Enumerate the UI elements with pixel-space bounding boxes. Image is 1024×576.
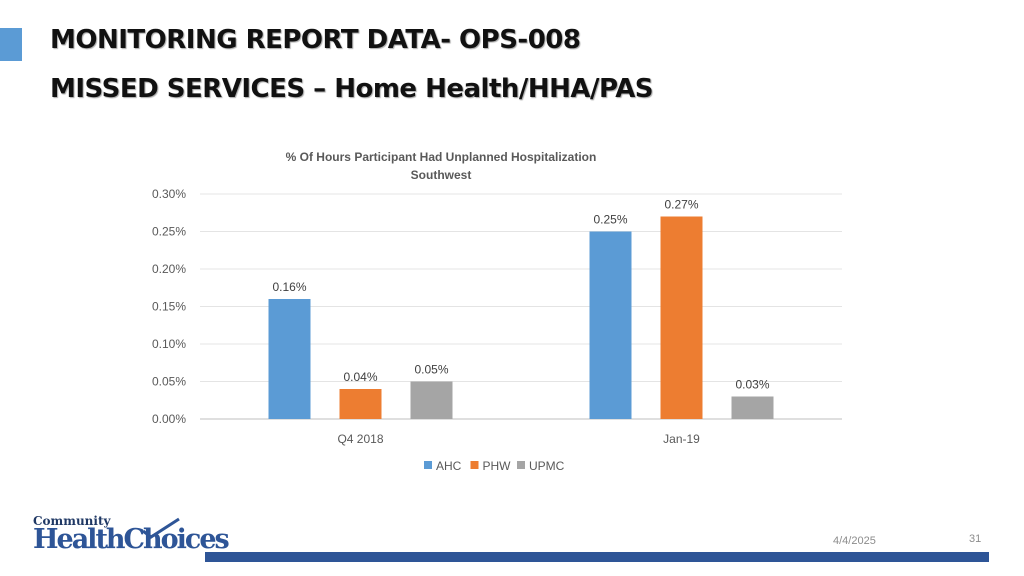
y-tick-label: 0.25%	[152, 225, 186, 239]
logo-text-healthchoices: HealthChoices	[33, 524, 230, 555]
data-label: 0.05%	[414, 363, 448, 377]
logo-text-community: Community	[33, 514, 111, 528]
legend-label-upmc: UPMC	[529, 459, 565, 473]
bar-phw	[660, 216, 703, 419]
y-axis-ticks: 0.00% 0.05% 0.10% 0.15% 0.20% 0.25% 0.30%	[152, 187, 186, 426]
slide-title-line-2: MISSED SERVICES – Home Health/HHA/PAS	[50, 74, 654, 104]
y-tick-label: 0.10%	[152, 337, 186, 351]
footer-bar	[205, 552, 989, 562]
chart-bars	[268, 216, 774, 419]
y-tick-label: 0.00%	[152, 412, 186, 426]
data-label: 0.04%	[343, 370, 377, 384]
bar-upmc	[731, 396, 774, 419]
data-label: 0.03%	[735, 378, 769, 392]
data-label: 0.16%	[272, 280, 306, 294]
chart-data-labels: 0.16% 0.04% 0.05% 0.25% 0.27% 0.03%	[272, 198, 769, 392]
chart-legend: AHC PHW UPMC	[424, 459, 565, 473]
community-healthchoices-logo: Community HealthChoices	[33, 514, 230, 560]
y-tick-label: 0.30%	[152, 187, 186, 201]
data-label: 0.27%	[664, 198, 698, 212]
legend-swatch-ahc	[424, 461, 432, 469]
chart-subtitle: Southwest	[411, 168, 472, 182]
footer-date: 4/4/2025	[833, 535, 876, 547]
y-tick-label: 0.20%	[152, 262, 186, 276]
page-number: 31	[969, 533, 982, 545]
x-tick-label: Q4 2018	[337, 432, 383, 446]
y-tick-label: 0.15%	[152, 300, 186, 314]
x-tick-label: Jan-19	[663, 432, 700, 446]
checkmark-icon	[142, 517, 180, 539]
bar-ahc	[268, 299, 311, 419]
y-tick-label: 0.05%	[152, 375, 186, 389]
title-accent-square	[0, 28, 22, 61]
chart-title: % Of Hours Participant Had Unplanned Hos…	[286, 150, 597, 164]
bar-upmc	[410, 381, 453, 419]
legend-label-phw: PHW	[483, 459, 512, 473]
legend-swatch-upmc	[517, 461, 525, 469]
data-label: 0.25%	[593, 213, 627, 227]
slide-title-line-1: MONITORING REPORT DATA- OPS-008	[50, 25, 581, 55]
bar-ahc	[589, 231, 632, 419]
x-axis-ticks: Q4 2018 Jan-19	[337, 432, 700, 446]
legend-label-ahc: AHC	[436, 459, 462, 473]
bar-phw	[339, 389, 382, 419]
legend-swatch-phw	[470, 461, 479, 469]
